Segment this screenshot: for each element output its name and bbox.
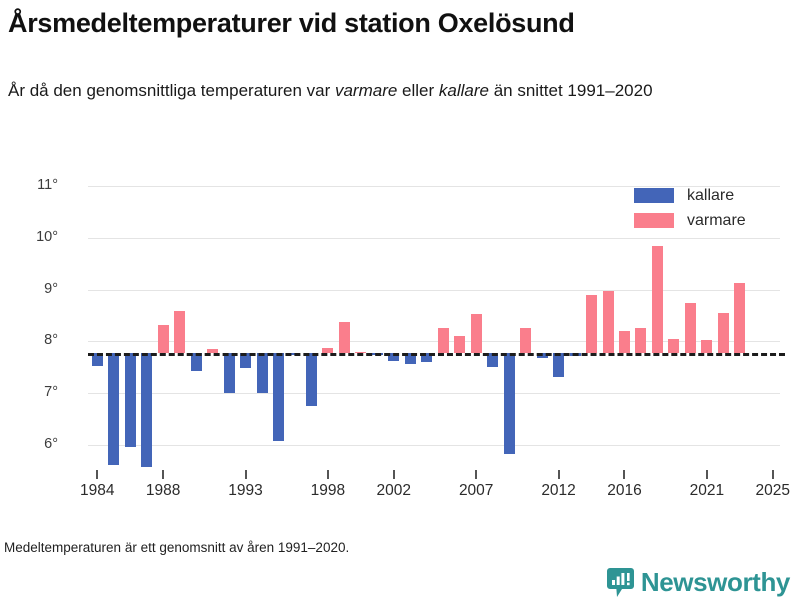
y-axis-tick-label: 6°	[44, 436, 58, 452]
subtitle-part-2: eller	[397, 81, 439, 100]
x-axis-tick-label-1998: 1998	[310, 482, 346, 499]
chart-legend: kallare varmare	[634, 183, 794, 233]
bar-1984[interactable]	[91, 353, 103, 367]
x-axis-tick	[771, 470, 774, 479]
x-axis-tick-label-2021: 2021	[689, 482, 725, 499]
bar-2010[interactable]	[520, 328, 532, 354]
x-axis-tick	[705, 470, 708, 479]
brand-name: Newsworthy	[640, 567, 791, 597]
bar-2019[interactable]	[668, 338, 680, 354]
newsworthy-brand: Newsworthy	[606, 567, 791, 598]
bar-1995[interactable]	[272, 353, 284, 441]
bar-1988[interactable]	[157, 324, 169, 354]
gridline	[88, 445, 780, 446]
bar-2023[interactable]	[734, 282, 746, 354]
bar-2017[interactable]	[635, 328, 647, 354]
bar-1986[interactable]	[124, 353, 136, 448]
x-axis-tick	[326, 470, 329, 479]
subtitle-part-1: År då den genomsnittliga temperaturen va…	[8, 81, 335, 100]
x-axis-tick	[244, 470, 247, 479]
legend-item-kallare[interactable]: kallare	[634, 183, 794, 208]
y-axis-tick-label: 9°	[44, 280, 58, 297]
x-axis-tick-label-1988: 1988	[145, 482, 181, 499]
bar-2004[interactable]	[421, 353, 433, 363]
gridline	[88, 186, 780, 187]
plot-area: 6° 7° 8° 9° 10° 11°	[36, 177, 780, 467]
legend-item-varmare[interactable]: varmare	[634, 208, 794, 233]
bar-2009[interactable]	[503, 353, 515, 454]
bar-1999[interactable]	[338, 321, 350, 354]
x-axis-tick	[475, 470, 478, 479]
x-axis-tick	[162, 470, 165, 479]
gridline	[88, 289, 780, 291]
bar-2003[interactable]	[404, 353, 416, 365]
bar-2018[interactable]	[651, 245, 663, 354]
x-axis-tick-label-2012: 2012	[541, 482, 576, 499]
bar-2022[interactable]	[717, 312, 729, 354]
gridline	[88, 237, 780, 239]
bar-2016[interactable]	[618, 331, 630, 354]
bar-2014[interactable]	[586, 294, 598, 354]
footnote: Medeltemperaturen är ett genomsnitt av å…	[4, 540, 350, 555]
bar-chart: 6° 7° 8° 9° 10° 11° 1984 1988 1993 1998 2002 2007 2…	[0, 170, 800, 500]
legend-label-varmare: varmare	[687, 211, 746, 229]
bar-2008[interactable]	[487, 353, 499, 368]
x-axis-tick	[392, 470, 395, 479]
subtitle-emphasis-kallare: kallare	[438, 81, 489, 100]
x-axis-tick-label-2007: 2007	[458, 482, 494, 499]
x-axis-tick	[96, 470, 99, 479]
subtitle-emphasis-varmare: varmare	[334, 81, 398, 100]
bar-2000[interactable]	[355, 352, 367, 354]
legend-swatch-varmare	[634, 213, 674, 228]
bar-2005[interactable]	[437, 328, 449, 354]
x-axis-tick	[623, 470, 626, 479]
average-reference-line	[88, 353, 785, 357]
bar-1990[interactable]	[190, 353, 202, 371]
bar-2021[interactable]	[701, 340, 713, 354]
bar-1992[interactable]	[223, 353, 235, 394]
bar-1985[interactable]	[108, 353, 120, 465]
bar-1997[interactable]	[305, 353, 317, 406]
legend-swatch-kallare	[634, 188, 674, 203]
bar-2020[interactable]	[684, 302, 696, 354]
gridline	[88, 341, 780, 343]
bar-1991[interactable]	[207, 349, 219, 354]
x-axis-tick-label-1993: 1993	[228, 482, 263, 499]
x-axis-tick-label-2025: 2025	[755, 482, 790, 499]
x-axis: 1984 1988 1993 1998 2002 2007 2012 2016 2021 2025	[0, 470, 800, 512]
x-axis-tick	[557, 470, 560, 479]
bar-2015[interactable]	[602, 290, 614, 354]
bar-2012[interactable]	[553, 353, 565, 377]
x-axis-tick-label-2002: 2002	[376, 482, 412, 499]
bar-2002[interactable]	[388, 353, 400, 362]
bar-2007[interactable]	[470, 313, 482, 354]
page-title: Årsmedeltemperaturer vid station Oxelösu…	[8, 8, 575, 38]
x-axis-tick-label-2016: 2016	[607, 482, 642, 499]
y-axis-tick-label: 7°	[44, 384, 58, 401]
newsworthy-logo-icon	[606, 567, 634, 597]
x-axis-tick-label-1984: 1984	[79, 482, 115, 499]
subtitle-part-3: än snittet 1991–2020	[489, 81, 653, 100]
bar-1998[interactable]	[322, 347, 334, 354]
y-axis-tick-label: 11°	[37, 177, 58, 193]
chart-subtitle: År då den genomsnittliga temperaturen va…	[8, 78, 778, 104]
bar-1994[interactable]	[256, 353, 268, 394]
bar-1987[interactable]	[141, 353, 153, 467]
gridline	[88, 393, 780, 395]
bar-1993[interactable]	[240, 353, 252, 368]
legend-label-kallare: kallare	[687, 186, 735, 204]
bar-2006[interactable]	[454, 336, 466, 354]
y-axis-tick-label: 8°	[44, 332, 58, 349]
bar-1989[interactable]	[174, 311, 186, 354]
y-axis-tick-label: 10°	[36, 228, 58, 245]
